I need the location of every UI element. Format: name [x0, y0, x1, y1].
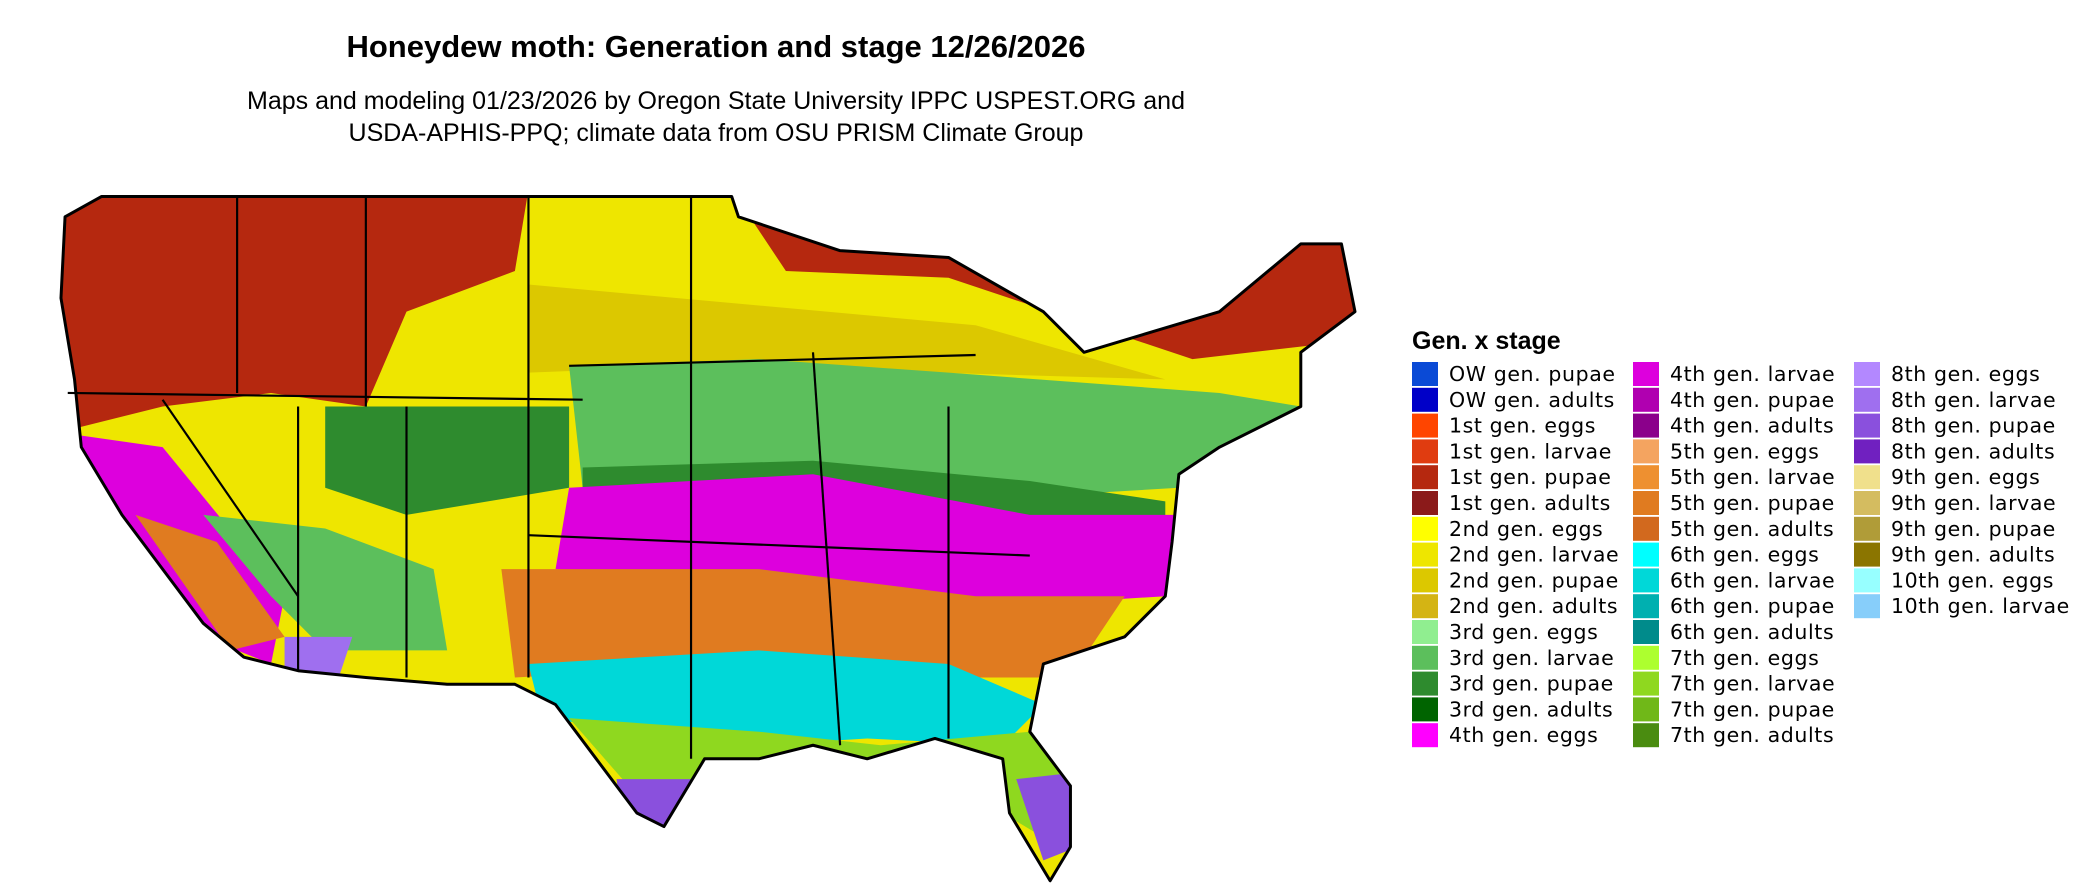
legend-swatch [1633, 362, 1659, 386]
legend-swatch [1633, 516, 1659, 541]
legend-label: 8th gen. pupae [1891, 414, 2056, 438]
stage-zone [1016, 772, 1078, 861]
legend-label: 1st gen. larvae [1449, 439, 1612, 463]
legend-label: 3rd gen. eggs [1449, 620, 1598, 644]
legend-label: 2nd gen. eggs [1449, 517, 1603, 541]
legend-label: 9th gen. larvae [1891, 491, 2056, 515]
legend-label: 1st gen. pupae [1449, 465, 1612, 489]
stage-zone [60, 196, 529, 434]
legend-label: OW gen. pupae [1449, 362, 1616, 386]
legend-label: 4th gen. eggs [1449, 723, 1598, 747]
legend-swatch [1633, 697, 1659, 722]
legend-swatch [1412, 387, 1438, 412]
legend-label: 7th gen. larvae [1670, 672, 1835, 696]
legend-swatch [1412, 465, 1438, 490]
stage-zone [501, 569, 1125, 678]
legend-swatch [1854, 542, 1880, 567]
legend-label: 2nd gen. pupae [1449, 568, 1619, 592]
legend-swatch [1633, 645, 1659, 670]
legend-swatch [1854, 594, 1880, 619]
legend-label: 1st gen. adults [1449, 491, 1611, 515]
legend-label: 6th gen. eggs [1670, 543, 1819, 567]
legend-label: 3rd gen. pupae [1449, 672, 1614, 696]
legend-label: 3rd gen. larvae [1449, 646, 1614, 670]
legend-swatch [1633, 465, 1659, 490]
legend-label: 6th gen. pupae [1670, 594, 1835, 618]
legend-label: 8th gen. adults [1891, 439, 2055, 463]
legend-label: 10th gen. larvae [1891, 594, 2070, 618]
legend-swatch [1854, 516, 1880, 541]
map-title: Honeydew moth: Generation and stage 12/2… [346, 29, 1085, 64]
legend-label: OW gen. adults [1449, 388, 1615, 412]
legend-label: 9th gen. pupae [1891, 517, 2056, 541]
stage-zone [284, 636, 353, 678]
legend-label: 5th gen. eggs [1670, 439, 1819, 463]
legend-swatch [1854, 387, 1880, 412]
legend-swatch [1412, 516, 1438, 541]
legend-swatch [1633, 568, 1659, 593]
state-borders [67, 196, 1030, 759]
legend-swatch [1854, 465, 1880, 490]
legend-swatch [1633, 413, 1659, 438]
legend-label: 5th gen. pupae [1670, 491, 1835, 515]
legend-swatch [1412, 542, 1438, 567]
legend-swatch [1412, 362, 1438, 386]
map-subtitle: Maps and modeling 01/23/2026 by Oregon S… [247, 87, 1185, 115]
map-subtitle: USDA-APHIS-PPQ; climate data from OSU PR… [349, 119, 1084, 147]
legend-swatch [1412, 645, 1438, 670]
legend-label: 5th gen. larvae [1670, 465, 1835, 489]
legend-label: 7th gen. pupae [1670, 697, 1835, 721]
legend-swatch [1854, 491, 1880, 515]
legend-swatch [1412, 723, 1438, 748]
legend-label: 8th gen. larvae [1891, 388, 2056, 412]
legend-label: 6th gen. adults [1670, 620, 1834, 644]
legend-swatch [1633, 542, 1659, 567]
map [59, 194, 1357, 883]
legend-label: 7th gen. eggs [1670, 646, 1819, 670]
legend-swatch [1633, 387, 1659, 412]
legend-label: 3rd gen. adults [1449, 697, 1613, 721]
legend-label: 2nd gen. adults [1449, 594, 1618, 618]
legend-swatch [1633, 594, 1659, 619]
legend-label: 5th gen. adults [1670, 517, 1834, 541]
legend-label: 9th gen. eggs [1891, 465, 2040, 489]
legend-swatch [1633, 491, 1659, 515]
legend-swatch [1412, 594, 1438, 619]
legend-label: 8th gen. eggs [1891, 362, 2040, 386]
legend-swatch [1854, 362, 1880, 386]
stage-zone [135, 514, 285, 651]
legend-swatch [1633, 620, 1659, 644]
legend-title: Gen. x stage [1412, 327, 1561, 355]
legend-swatch [1854, 568, 1880, 593]
legend-swatch [1412, 439, 1438, 464]
legend-label: 10th gen. eggs [1891, 568, 2054, 592]
legend-swatch [1854, 439, 1880, 464]
us-outline [59, 194, 1357, 883]
legend-swatch [1854, 413, 1880, 438]
legend-label: 7th gen. adults [1670, 723, 1834, 747]
legend-label: 6th gen. larvae [1670, 568, 1835, 592]
legend-swatch [1633, 723, 1659, 748]
legend-swatch [1633, 439, 1659, 464]
stage-zone [528, 284, 1166, 380]
legend-swatch [1412, 671, 1438, 696]
legend-label: 4th gen. adults [1670, 414, 1834, 438]
legend-label: 4th gen. pupae [1670, 388, 1835, 412]
legend-swatch [1412, 568, 1438, 593]
legend-swatch [1412, 620, 1438, 644]
legend-swatch [1633, 671, 1659, 696]
legend-swatch [1412, 491, 1438, 515]
legend-label: 9th gen. adults [1891, 543, 2055, 567]
stage-zone [325, 406, 570, 515]
legend-label: 2nd gen. larvae [1449, 543, 1619, 567]
legend-swatch [1412, 697, 1438, 722]
stage-zone [528, 650, 1044, 746]
legend-swatch [1412, 413, 1438, 438]
legend-label: 1st gen. eggs [1449, 414, 1596, 438]
legend-label: 4th gen. larvae [1670, 362, 1835, 386]
